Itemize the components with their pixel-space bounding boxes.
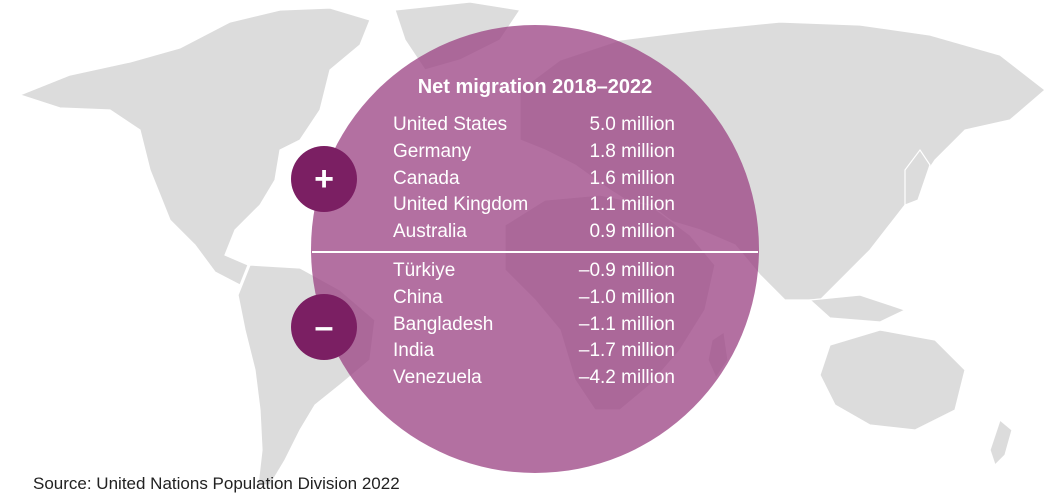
value-label: –1.7 million	[578, 340, 675, 362]
plus-icon: +	[291, 146, 357, 212]
country-label: Germany	[393, 140, 472, 162]
list-item: Türkiye –0.9 million	[393, 258, 675, 285]
list-item: Canada 1.6 million	[393, 166, 675, 193]
negative-migration-list: Türkiye –0.9 million China –1.0 million Ba…	[393, 258, 675, 392]
migration-circle	[311, 25, 759, 473]
list-item: Germany 1.8 million	[393, 139, 675, 166]
minus-icon: –	[291, 294, 357, 360]
list-item: India –1.7 million	[393, 338, 675, 365]
positive-migration-list: United States 5.0 million Germany 1.8 mill…	[393, 112, 675, 246]
value-label: –0.9 million	[578, 260, 675, 281]
source-note: Source: United Nations Population Divisi…	[33, 474, 400, 493]
list-item: China –1.0 million	[393, 285, 675, 312]
list-item: Venezuela –4.2 million	[393, 365, 675, 392]
list-item: United States 5.0 million	[393, 112, 675, 139]
value-label: –4.2 million	[578, 367, 675, 389]
australia-shape	[819, 329, 966, 431]
value-label: –1.1 million	[578, 313, 675, 335]
north-america-shape	[18, 7, 371, 286]
japan-shape	[904, 148, 931, 206]
list-item: United Kingdom 1.1 million	[393, 192, 675, 219]
country-label: China	[393, 286, 443, 308]
country-label: India	[393, 340, 435, 362]
value-label: 0.9 million	[589, 221, 675, 243]
country-label: United Kingdom	[393, 194, 529, 216]
value-label: 5.0 million	[589, 114, 675, 135]
value-label: –1.0 million	[578, 286, 675, 308]
country-label: United States	[393, 114, 508, 135]
chart-title: Net migration 2018–2022	[417, 76, 653, 98]
value-label: 1.6 million	[589, 167, 675, 189]
section-divider	[312, 251, 758, 253]
new-zealand-shape	[989, 418, 1013, 467]
country-label: Türkiye	[393, 260, 456, 281]
list-item: Bangladesh –1.1 million	[393, 312, 675, 339]
country-label: Venezuela	[393, 367, 482, 389]
country-label: Canada	[393, 167, 460, 189]
indonesia-shape	[808, 294, 907, 323]
value-label: 1.8 million	[589, 140, 675, 162]
value-label: 1.1 million	[589, 194, 675, 216]
country-label: Australia	[393, 221, 467, 243]
country-label: Bangladesh	[393, 313, 494, 335]
list-item: Australia 0.9 million	[393, 219, 675, 246]
